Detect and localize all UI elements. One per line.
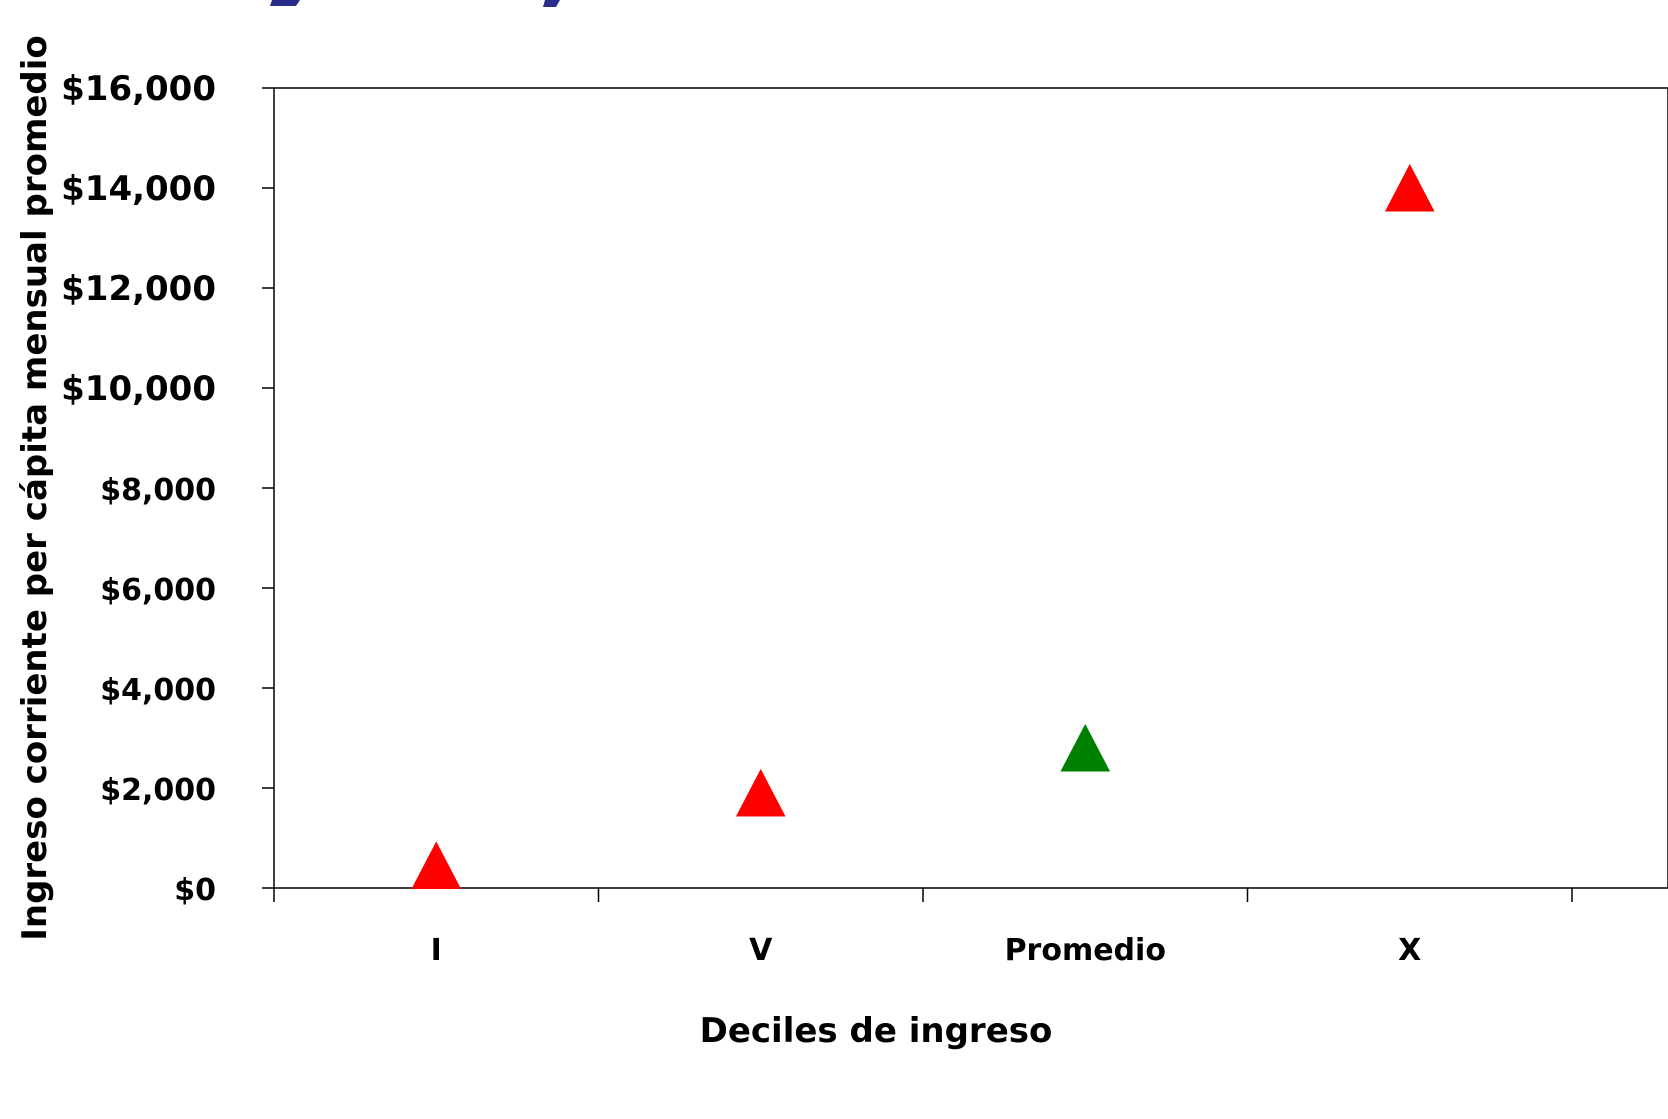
y-tick-label: $12,000 — [61, 269, 216, 309]
y-tick-label: $2,000 — [100, 773, 216, 808]
y-tick-label: $14,000 — [61, 169, 216, 209]
y-axis-title: Ingreso corriente per cápita mensual pro… — [15, 35, 55, 941]
y-tick-label: $4,000 — [100, 673, 216, 708]
x-tick-label: Promedio — [1005, 933, 1166, 968]
y-tick-label: $0 — [174, 873, 216, 908]
y-axis: $0 $2,000 $4,000 $6,000 $8,000 $10,000 $12,000… — [61, 69, 274, 908]
y-tick-label: $8,000 — [100, 473, 216, 508]
data-point-promedio — [1060, 723, 1111, 772]
x-axis-title: Deciles de ingreso — [700, 1011, 1053, 1051]
y-tick-label: $10,000 — [61, 369, 216, 409]
y-tick-label: $6,000 — [100, 573, 216, 608]
x-axis: I V Promedio X — [273, 888, 1573, 968]
data-point-v — [735, 768, 786, 817]
x-tick-label: I — [431, 933, 442, 968]
data-points — [411, 163, 1435, 889]
x-tick-label: V — [749, 933, 773, 968]
cropped-title-fragment — [270, 0, 560, 7]
plot-area — [273, 87, 1668, 889]
data-point-i — [411, 841, 462, 889]
y-tick-label: $16,000 — [61, 69, 216, 109]
x-tick-label: X — [1398, 933, 1421, 968]
data-point-x — [1384, 163, 1435, 212]
